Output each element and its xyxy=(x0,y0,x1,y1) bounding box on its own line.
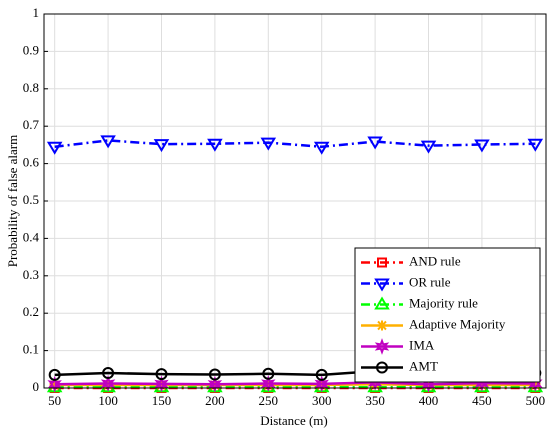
marker xyxy=(263,380,274,391)
y-tick-label: 0.5 xyxy=(23,192,39,207)
marker xyxy=(154,375,169,393)
marker xyxy=(374,296,390,310)
x-tick-label: 100 xyxy=(98,393,118,408)
series-line xyxy=(54,383,536,387)
y-tick-label: 0.7 xyxy=(23,117,40,132)
legend-label: OR rule xyxy=(409,274,451,289)
y-tick-label: 0.4 xyxy=(23,229,40,244)
marker xyxy=(208,368,221,381)
x-tick-label: 450 xyxy=(472,393,492,408)
marker xyxy=(102,367,115,380)
marker xyxy=(314,375,329,393)
marker xyxy=(100,135,116,149)
y-tick-label: 0.6 xyxy=(23,155,40,170)
x-tick-label: 300 xyxy=(312,393,332,408)
y-tick-label: 0 xyxy=(33,379,40,394)
marker xyxy=(46,141,63,155)
x-tick-label: 350 xyxy=(365,393,385,408)
x-tick-label: 200 xyxy=(205,393,225,408)
marker xyxy=(260,137,277,151)
marker xyxy=(155,368,168,381)
x-tick-label: 150 xyxy=(152,393,172,408)
marker xyxy=(261,375,276,392)
marker xyxy=(376,361,388,374)
marker xyxy=(420,140,437,154)
plot-frame xyxy=(43,13,547,389)
marker xyxy=(207,138,223,152)
marker xyxy=(377,257,387,268)
marker xyxy=(527,138,544,152)
x-axis-label: Distance (m) xyxy=(260,413,328,428)
x-tick-label: 50 xyxy=(48,393,61,408)
marker xyxy=(374,278,390,292)
marker xyxy=(313,141,330,155)
marker xyxy=(262,367,275,380)
y-tick-label: 0.1 xyxy=(23,342,39,357)
y-tick-label: 1 xyxy=(33,5,40,20)
marker xyxy=(48,368,61,381)
marker xyxy=(103,380,114,391)
x-tick-label: 500 xyxy=(526,393,546,408)
y-tick-label: 0.2 xyxy=(23,304,39,319)
series-line xyxy=(54,139,536,149)
marker xyxy=(474,139,490,153)
marker xyxy=(476,380,487,391)
marker xyxy=(367,136,383,150)
marker xyxy=(47,375,62,393)
x-tick-label: 250 xyxy=(259,393,279,408)
y-tick-label: 0.8 xyxy=(23,80,39,95)
legend-label: Adaptive Majority xyxy=(409,316,506,331)
marker xyxy=(315,368,328,381)
marker xyxy=(49,380,60,391)
marker xyxy=(530,380,541,391)
marker xyxy=(100,375,116,392)
marker xyxy=(153,139,170,153)
marker xyxy=(370,379,381,390)
series-line xyxy=(54,381,536,386)
legend-box xyxy=(354,247,541,383)
marker xyxy=(207,375,223,393)
y-tick-label: 0.9 xyxy=(23,42,39,57)
legend-label: AND rule xyxy=(409,253,461,268)
legend-label: AMT xyxy=(409,358,438,373)
x-tick-label: 400 xyxy=(419,393,439,408)
legend-label: IMA xyxy=(409,337,435,352)
marker xyxy=(374,338,390,355)
legend: AND rule OR rule Majority rule Adaptive Maj… xyxy=(354,247,541,383)
y-axis-label: Probability of false alarm xyxy=(5,135,20,268)
y-tick-label: 0.3 xyxy=(23,267,39,282)
legend-label: Majority rule xyxy=(409,295,478,310)
marker xyxy=(377,320,387,331)
